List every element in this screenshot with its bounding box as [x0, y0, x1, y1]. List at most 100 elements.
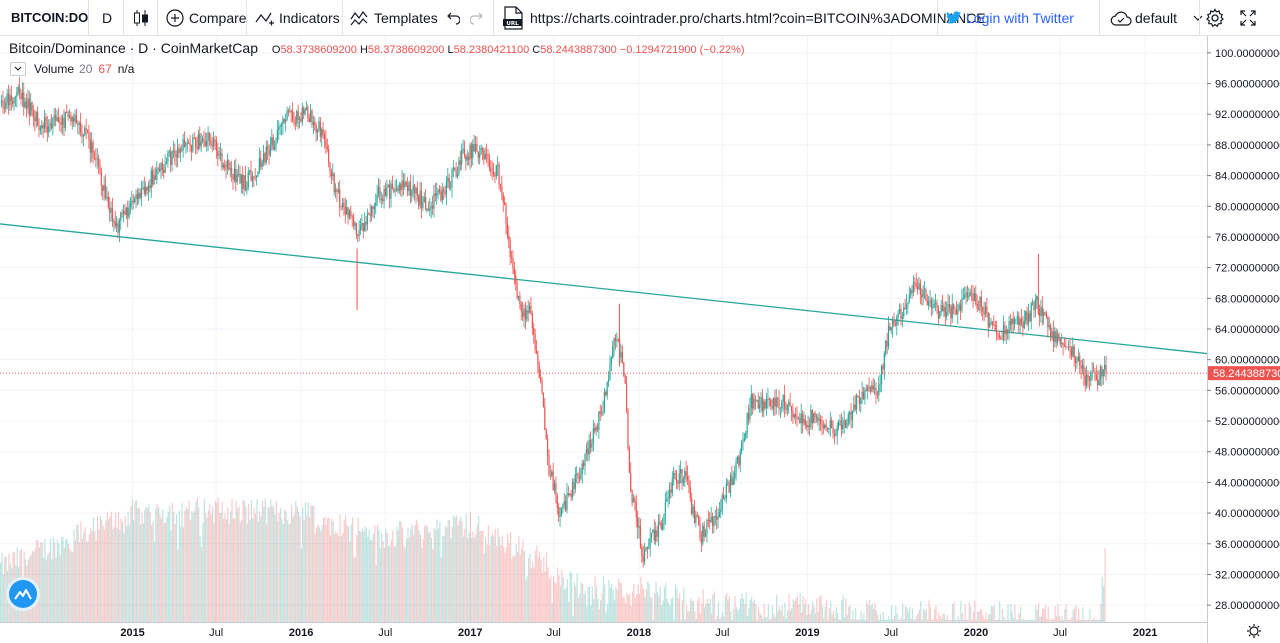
candle-body [219, 152, 222, 156]
chart-url-text[interactable]: https://charts.cointrader.pro/charts.htm… [530, 9, 986, 26]
volume-bar [1047, 606, 1049, 622]
candle-body [427, 209, 430, 211]
volume-bar [261, 500, 264, 622]
price-axis[interactable]: 100.000000000 96.000000000 92.000000000 … [1215, 48, 1280, 612]
volume-bar [1010, 603, 1012, 622]
candle-body [201, 138, 204, 142]
candle-body [249, 170, 251, 173]
volume-bar [759, 612, 761, 622]
candle-body [607, 379, 610, 383]
candle-body [601, 413, 603, 415]
volume-bar [432, 549, 434, 622]
price-chart[interactable]: 100.000000000 96.000000000 92.000000000 … [0, 36, 1280, 643]
volume-bar [414, 525, 416, 622]
candle-body [674, 473, 676, 474]
interval-button[interactable]: D [102, 9, 113, 26]
volume-bar [346, 524, 348, 622]
trendline-drawing[interactable] [0, 223, 1208, 355]
candle-body [384, 188, 387, 197]
candle-body [918, 283, 920, 290]
volume-bar [324, 516, 326, 622]
volume-bar [400, 521, 402, 622]
volume-bar [1053, 619, 1055, 622]
candle-body [832, 428, 834, 434]
volume-bar [407, 527, 409, 622]
redo-button[interactable] [470, 0, 484, 35]
fullscreen-button[interactable] [1240, 0, 1256, 35]
volume-bar [778, 606, 780, 622]
candle-body [510, 256, 513, 258]
volume-bar [1040, 615, 1042, 622]
volume-bar [383, 548, 386, 622]
candle-body [200, 141, 202, 147]
candle-body [914, 282, 916, 283]
low-label: L [447, 44, 454, 56]
volume-bar [55, 557, 57, 622]
compare-button[interactable]: Compare [166, 0, 247, 35]
candle-body [85, 128, 87, 130]
candle-body [355, 223, 357, 235]
volume-bar [425, 524, 427, 622]
volume-bar [293, 514, 295, 622]
candle-body [612, 346, 614, 358]
candle-body [926, 300, 928, 306]
volume-bar [813, 606, 815, 622]
candle-body [961, 298, 963, 311]
volume-bar [805, 598, 807, 622]
candle-body [779, 408, 781, 410]
volume-bar [439, 521, 441, 622]
volume-bar [518, 536, 520, 622]
settings-button[interactable] [1205, 0, 1225, 35]
volume-bar [515, 543, 517, 622]
candle-body [1038, 309, 1041, 317]
volume-bar [717, 601, 720, 622]
candle-body [998, 335, 1000, 338]
volume-bar [0, 562, 2, 622]
symbol-search-button[interactable]: BITCOIN:DO [11, 10, 89, 25]
volume-bar [134, 501, 136, 622]
x-tick-label: 2018 [627, 627, 651, 639]
candle-body [573, 482, 575, 489]
screenshot-button[interactable] [1247, 624, 1261, 638]
volume-bar [307, 502, 309, 622]
volume-bar [181, 503, 183, 622]
candle-body [323, 134, 326, 140]
login-twitter-button[interactable]: Login with Twitter [946, 0, 1074, 35]
candle-body [995, 330, 998, 334]
volume-bar [392, 530, 394, 622]
undo-button[interactable] [446, 0, 460, 35]
candle-body [576, 473, 578, 475]
volume-bar [155, 508, 157, 622]
candle-body [79, 122, 82, 133]
candle-body [239, 173, 241, 184]
url-button[interactable]: URL https://charts.cointrader.pro/charts… [502, 0, 986, 35]
volume-bar [723, 616, 725, 622]
volume-bar [992, 606, 994, 622]
candle-body [907, 302, 909, 305]
candle-body [893, 319, 895, 325]
volume-bar [961, 612, 963, 622]
high-value: 58.3738609200 [367, 44, 445, 56]
candle-body [23, 92, 25, 108]
chart-type-button[interactable] [132, 0, 150, 35]
candle-body [793, 414, 795, 418]
candle-body [146, 186, 148, 191]
candle-body [465, 155, 467, 161]
volume-bar [440, 557, 442, 622]
volume-bar [521, 548, 523, 622]
candle-body [463, 148, 466, 156]
indicators-button[interactable]: Indicators [255, 0, 340, 35]
brand-logo[interactable] [9, 580, 37, 608]
candle-body [892, 319, 894, 328]
volume-bar [239, 522, 241, 622]
templates-button[interactable]: Templates [350, 0, 438, 35]
volume-bar [454, 517, 456, 622]
candle-body [757, 399, 759, 409]
time-axis[interactable]: 2015 Jul 2016 Jul 2017 Jul 2018 Jul 2019… [120, 627, 1157, 639]
layout-dropdown[interactable]: default [1110, 0, 1203, 35]
candle-body [1065, 346, 1067, 348]
collapse-legend-button[interactable] [10, 62, 26, 76]
volume-bar [766, 616, 768, 622]
volume-bar [638, 593, 641, 622]
layout-label: default [1135, 9, 1178, 26]
